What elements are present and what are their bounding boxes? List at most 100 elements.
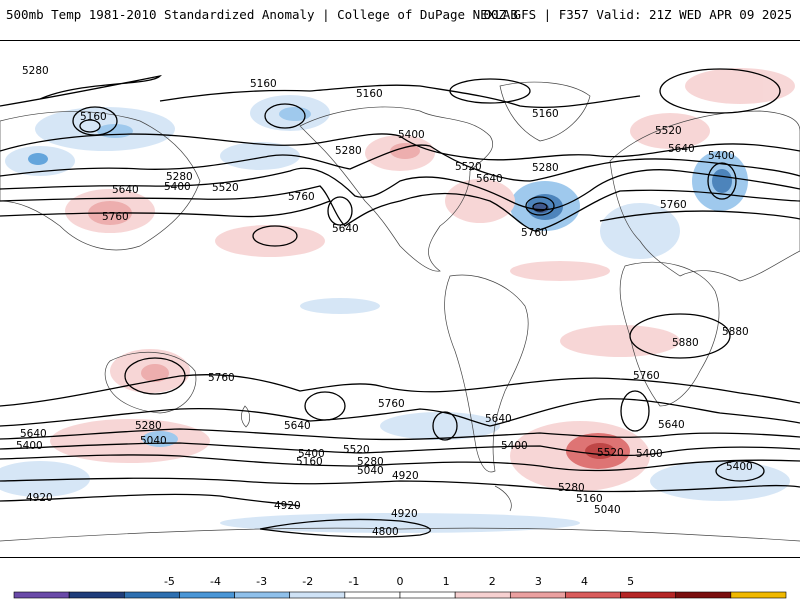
contour-label: 5640 bbox=[476, 173, 503, 185]
colorbar-segments bbox=[13, 591, 787, 599]
colorbar-segment bbox=[123, 591, 180, 599]
contour-label: 5280 bbox=[22, 65, 49, 77]
contour-label: 5400 bbox=[298, 448, 325, 460]
contour-label: 5160 bbox=[356, 88, 383, 100]
anomaly-blob bbox=[28, 153, 48, 165]
contour-label: 5880 bbox=[672, 337, 699, 349]
anomaly-blob bbox=[220, 142, 300, 170]
contour-label: 5520 bbox=[597, 447, 624, 459]
contour-label: 5040 bbox=[594, 504, 621, 516]
contour-label: 5640 bbox=[284, 420, 311, 432]
colorbar-tick-label: 4 bbox=[581, 575, 588, 588]
contour-label: 5280 bbox=[166, 171, 193, 183]
anomaly-blob bbox=[279, 107, 311, 121]
cutoff-high bbox=[252, 225, 298, 247]
contour-label: 5880 bbox=[722, 326, 749, 338]
contour-label: 5160 bbox=[576, 493, 603, 505]
anomaly-blob bbox=[560, 325, 680, 357]
anomaly-blob bbox=[215, 225, 325, 257]
contour-label: 5760 bbox=[288, 191, 315, 203]
cutoff-low-europe bbox=[707, 162, 737, 200]
contour-label: 5400 bbox=[16, 440, 43, 452]
contour-label: 4800 bbox=[372, 526, 399, 538]
colorbar-segment bbox=[675, 591, 732, 599]
contour-label: 5280 bbox=[135, 420, 162, 432]
contour-label: 5760 bbox=[633, 370, 660, 382]
colorbar-tick-label: 5 bbox=[627, 575, 634, 588]
contour-5640-s bbox=[0, 398, 800, 427]
contour-label: 5160 bbox=[532, 108, 559, 120]
colorbar-segment bbox=[730, 591, 787, 599]
antarctic-peninsula bbox=[494, 485, 512, 512]
anomaly-blob bbox=[510, 261, 610, 281]
asia-west bbox=[0, 111, 201, 251]
contour-label: 5160 bbox=[296, 456, 323, 468]
colorbar-segment bbox=[234, 591, 291, 599]
colorbar-segment bbox=[68, 591, 125, 599]
colorbar-ticks: -5 -4 -3 -2 -1 0 1 2 3 4 5 bbox=[164, 575, 634, 588]
antarctica bbox=[0, 527, 800, 542]
colorbar-segment bbox=[454, 591, 511, 599]
contour-label: 5400 bbox=[398, 129, 425, 141]
contour-label: 5160 bbox=[250, 78, 277, 90]
colorbar-segment bbox=[344, 591, 401, 599]
low-sw-pacific bbox=[715, 460, 765, 482]
contour-label: 5640 bbox=[668, 143, 695, 155]
australia bbox=[104, 351, 197, 414]
contour-label: 5760 bbox=[660, 199, 687, 211]
contour-5280-s bbox=[0, 454, 800, 472]
ridge-samerica bbox=[304, 391, 346, 421]
colorbar-tick-label: 3 bbox=[535, 575, 542, 588]
contour-label: 5280 bbox=[532, 162, 559, 174]
map-canvas: 5280 5160 5160 5160 5160 5400 5280 5520 … bbox=[0, 65, 800, 542]
contour-5400-s bbox=[0, 442, 800, 457]
south-america bbox=[444, 274, 529, 473]
anomaly-blob bbox=[600, 203, 680, 259]
contour-5760-s bbox=[0, 374, 800, 407]
africa bbox=[619, 261, 720, 407]
contour-5160 bbox=[0, 74, 162, 107]
colorbar-segment bbox=[289, 591, 346, 599]
contour-label: 5760 bbox=[102, 211, 129, 223]
low-aleutian bbox=[264, 103, 306, 129]
contour-5760 bbox=[0, 200, 331, 218]
contour-label: 5520 bbox=[455, 161, 482, 173]
anomaly-blob bbox=[630, 113, 710, 149]
contour-label: 5280 bbox=[335, 145, 362, 157]
contour-label: 4920 bbox=[274, 500, 301, 512]
anomaly-blob bbox=[380, 412, 500, 440]
model-run-info: 00Z GFS | F357 Valid: 21Z WED APR 09 202… bbox=[483, 7, 792, 22]
contour-4920-s bbox=[0, 493, 301, 507]
contour-label: 4920 bbox=[26, 492, 53, 504]
contour-label: 5280 bbox=[357, 456, 384, 468]
trough-center bbox=[525, 196, 555, 216]
cutoff-north-asia bbox=[79, 119, 101, 133]
contour-label: 5400 bbox=[636, 448, 663, 460]
low-arctic-east bbox=[659, 68, 781, 114]
map-title: 500mb Temp 1981-2010 Standardized Anomal… bbox=[6, 7, 518, 22]
low-north-pacific bbox=[72, 106, 118, 136]
contour-4800-s bbox=[259, 518, 432, 538]
contour-label: 5760 bbox=[521, 227, 548, 239]
colorbar-segment bbox=[399, 591, 456, 599]
high-arctic bbox=[449, 78, 531, 104]
contour-5040-s bbox=[0, 477, 800, 493]
contour-label: 5640 bbox=[485, 413, 512, 425]
colorbar-segment bbox=[565, 591, 621, 599]
contour-label: 5400 bbox=[708, 150, 735, 162]
anomaly-blob bbox=[390, 143, 420, 159]
colorbar-tick-label: -2 bbox=[302, 575, 313, 588]
contour-label-layer: 5280 5160 5160 5160 5160 5400 5280 5520 … bbox=[16, 65, 753, 538]
contour-5400 bbox=[0, 144, 800, 182]
contour-label: 5400 bbox=[726, 461, 753, 473]
height-contours bbox=[0, 74, 800, 538]
north-america bbox=[299, 106, 493, 272]
contour-label: 5400 bbox=[501, 440, 528, 452]
contour-label: 5160 bbox=[80, 111, 107, 123]
contour-5520 bbox=[0, 167, 800, 211]
anomaly-blob bbox=[141, 364, 169, 382]
header: 500mb Temp 1981-2010 Standardized Anomal… bbox=[0, 0, 800, 32]
contour-5280 bbox=[0, 133, 800, 161]
colorbar: -5 -4 -3 -2 -1 0 1 2 3 4 5 bbox=[0, 560, 800, 600]
anomaly-blob bbox=[445, 179, 515, 223]
